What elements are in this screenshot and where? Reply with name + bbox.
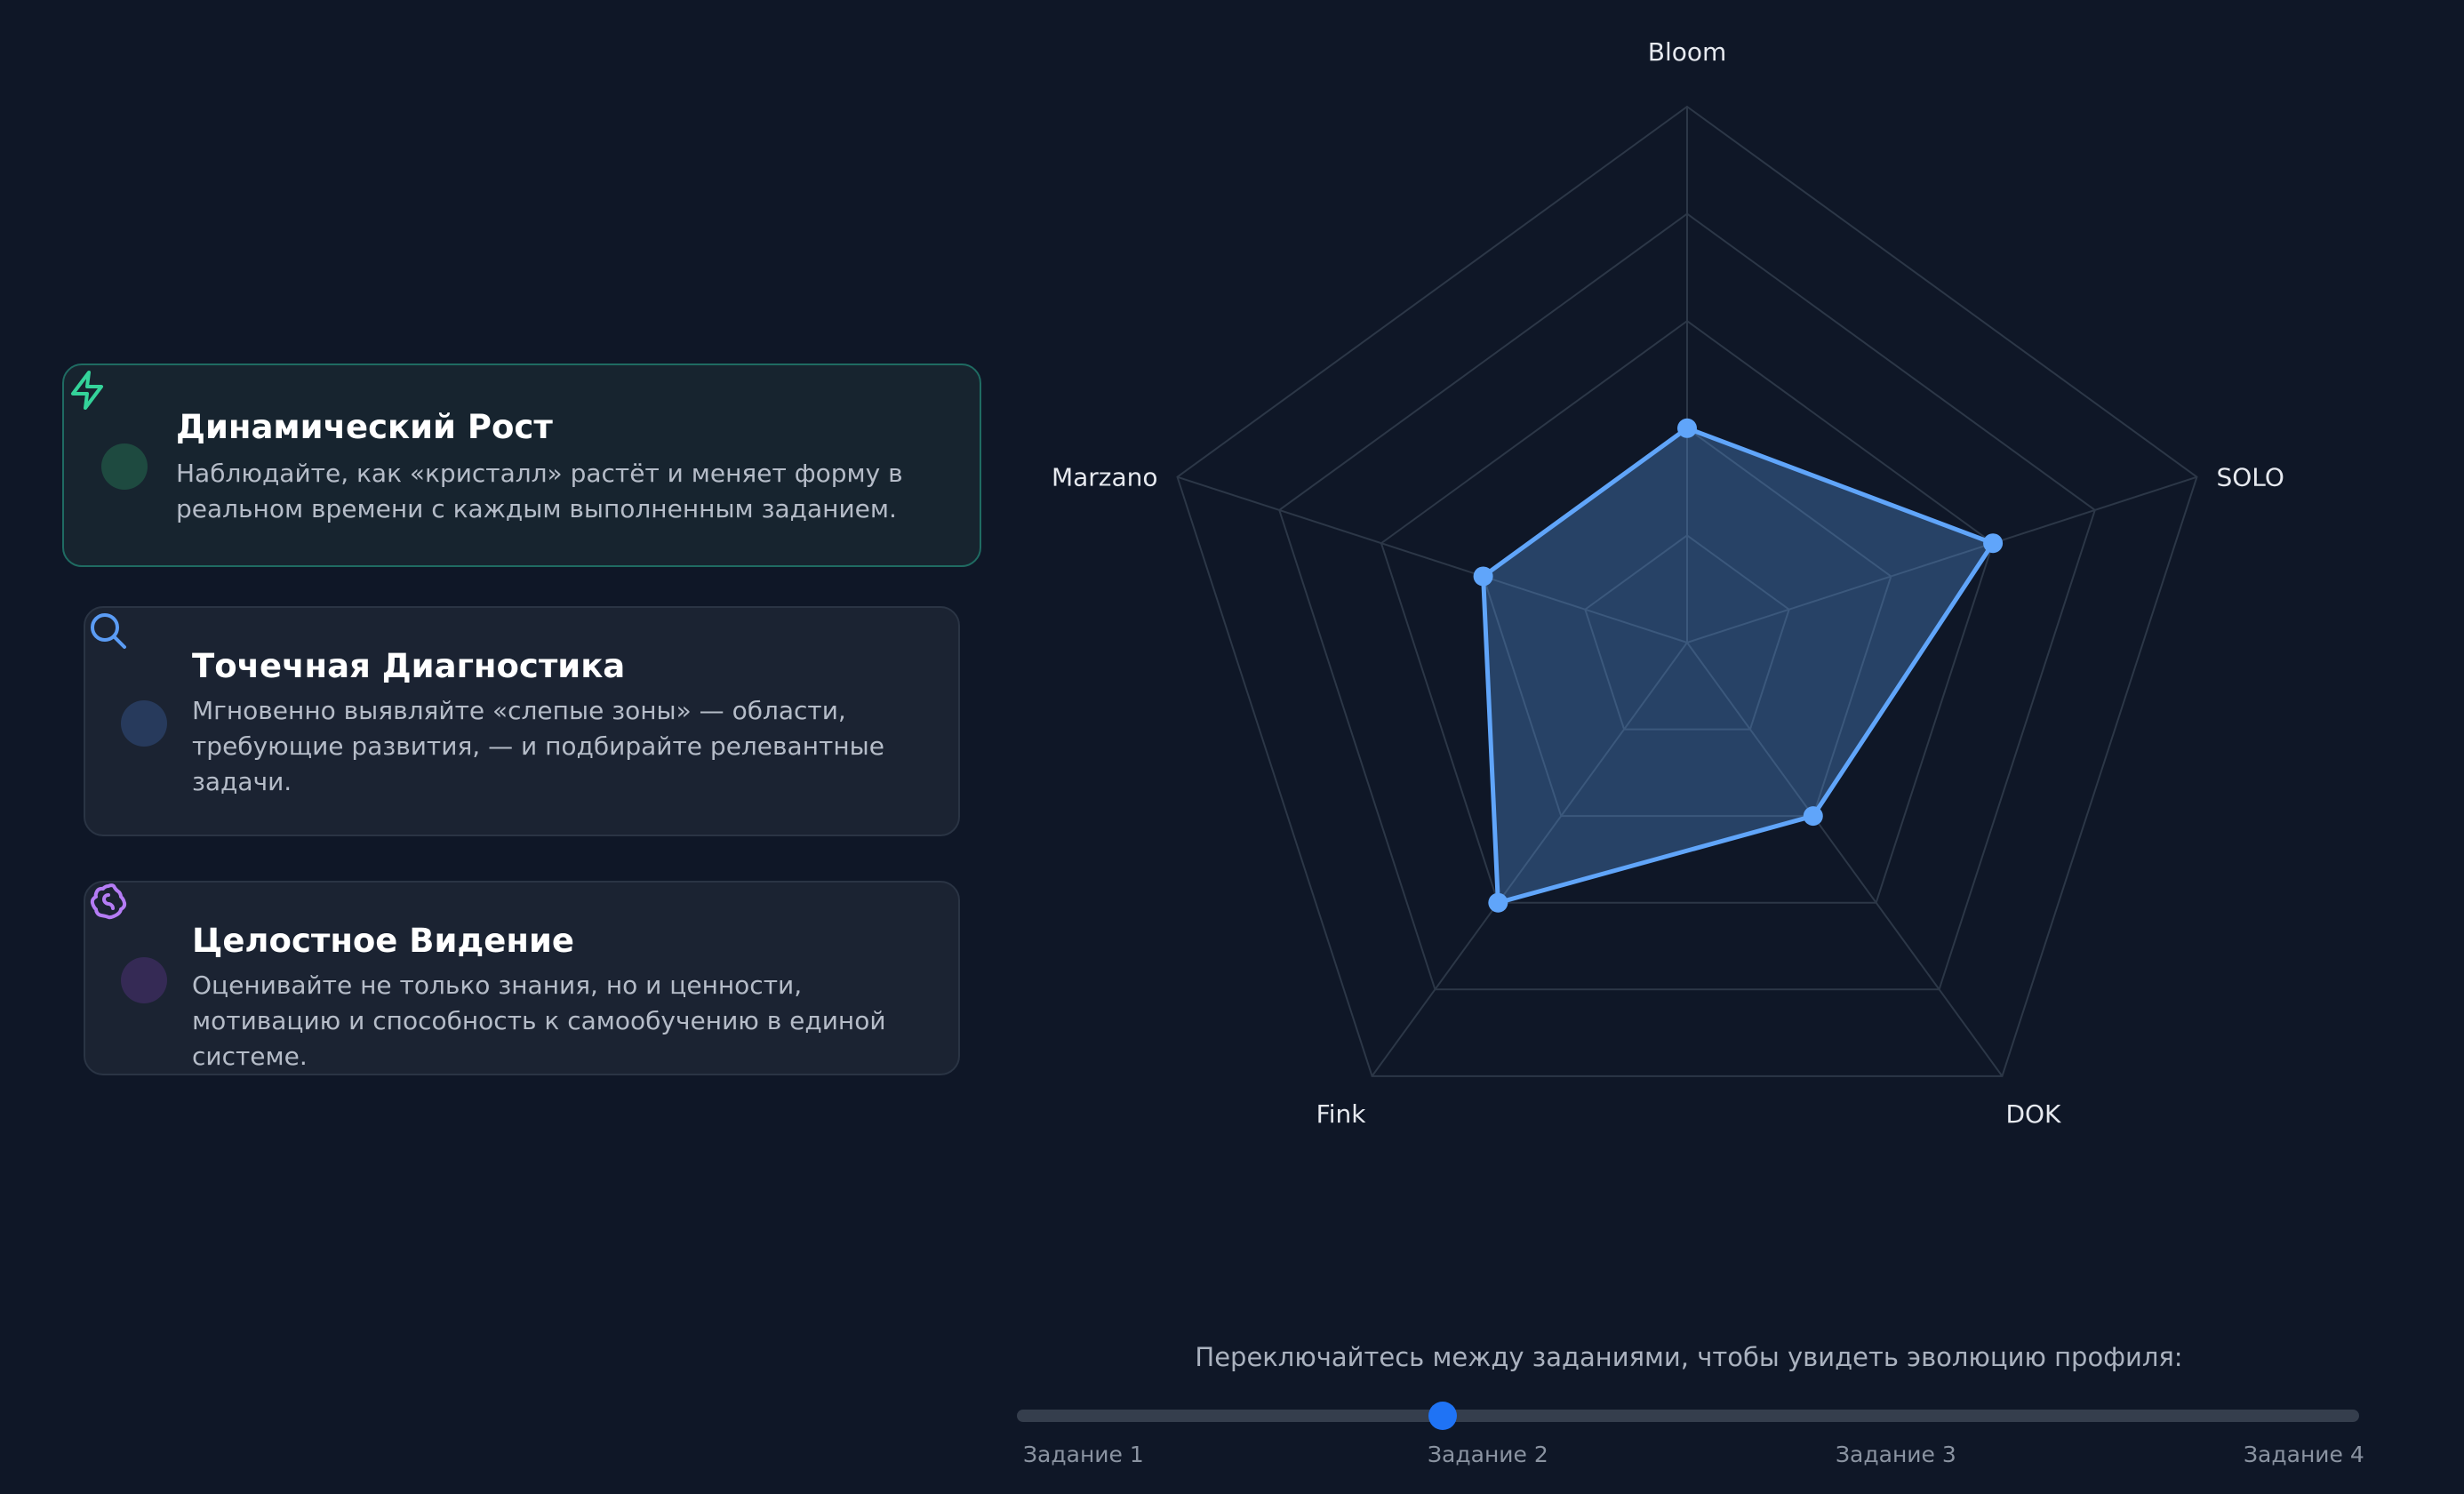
card-indicator-dot — [101, 443, 148, 490]
radar-data-point — [1803, 806, 1823, 827]
card-description: Оценивайте не только знания, но и ценнос… — [192, 971, 886, 1071]
card-indicator-dot — [121, 957, 167, 1003]
lightning-icon — [66, 369, 108, 411]
radar-series-area — [1481, 426, 1996, 906]
radar-grid-spoke — [1686, 475, 2197, 643]
card-description: Наблюдайте, как «кристалл» растёт и меня… — [176, 459, 903, 523]
card-title: Динамический Рост — [176, 408, 553, 446]
slider-hint: Переключайтесь между заданиями, чтобы ув… — [1195, 1342, 2183, 1372]
radar-series — [1473, 418, 2004, 913]
radar-grid-ring — [1584, 534, 1790, 731]
task-slider-track[interactable] — [1017, 1410, 2359, 1422]
radar-grid — [1176, 105, 2198, 1077]
radar-grid-ring — [1176, 105, 2198, 1077]
feature-card-dynamic-growth[interactable]: Динамический Рост Наблюдайте, как «крист… — [62, 364, 981, 567]
radar-axis-label: Marzano — [1052, 463, 1158, 492]
radar-axis-label: Fink — [1316, 1099, 1367, 1129]
radar-grid-ring — [1380, 319, 1995, 904]
card-indicator-dot — [121, 700, 167, 747]
radar-data-point — [1677, 418, 1697, 438]
radar-grid-ring — [1278, 212, 2096, 991]
radar-data-point — [1488, 892, 1508, 913]
radar-axis-label: SOLO — [2216, 463, 2284, 492]
radar-axis-label: Bloom — [1648, 37, 1727, 67]
brain-icon — [87, 881, 130, 923]
radar-grid-spoke — [1371, 642, 1688, 1077]
card-title: Целостное Видение — [192, 922, 574, 960]
radar-grid-spoke — [1686, 642, 2004, 1077]
radar-axis-labels: Bloom SOLO DOK Fink Marzano — [1052, 37, 2284, 1129]
slider-label-task-4[interactable]: Задание 4 — [2244, 1442, 2364, 1467]
search-icon — [87, 610, 130, 652]
radar-data-point — [1983, 533, 2004, 554]
radar-grid-spoke — [1177, 475, 1688, 643]
slider-label-task-1[interactable]: Задание 1 — [1023, 1442, 1144, 1467]
radar-axis-label: DOK — [2005, 1099, 2061, 1129]
feature-card-holistic-vision[interactable]: Целостное Видение Оценивайте не только з… — [84, 881, 960, 1075]
task-slider-thumb[interactable] — [1428, 1402, 1457, 1430]
card-description: Мгновенно выявляйте «слепые зоны» — обла… — [192, 696, 884, 796]
slider-label-task-2[interactable]: Задание 2 — [1428, 1442, 1548, 1467]
feature-card-point-diagnostics[interactable]: Точечная Диагностика Мгновенно выявляйте… — [84, 606, 960, 836]
radar-data-point — [1473, 566, 1493, 587]
card-title: Точечная Диагностика — [192, 647, 626, 685]
slider-label-task-3[interactable]: Задание 3 — [1836, 1442, 1956, 1467]
